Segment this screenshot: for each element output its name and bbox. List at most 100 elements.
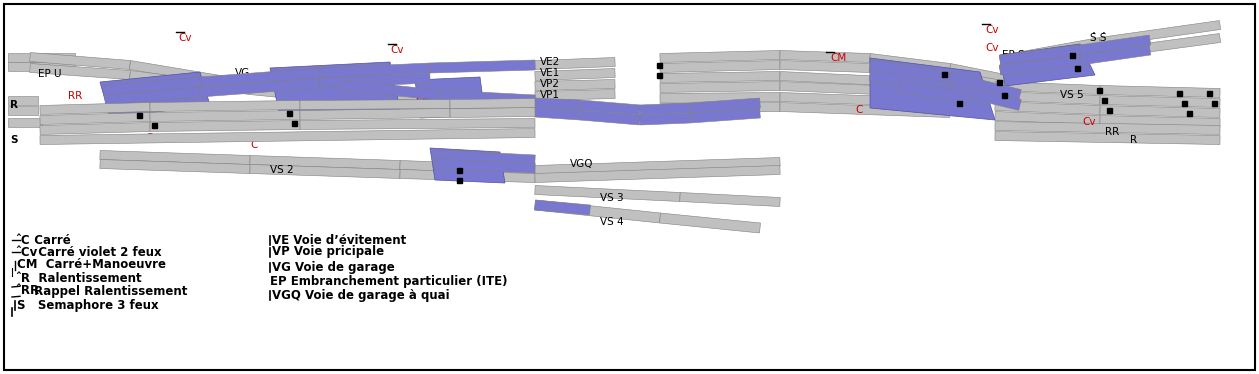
Polygon shape — [40, 129, 535, 144]
Polygon shape — [949, 80, 1021, 98]
Text: ˆRR: ˆRR — [15, 285, 39, 297]
Polygon shape — [150, 120, 300, 132]
Polygon shape — [535, 200, 661, 223]
Polygon shape — [779, 50, 870, 62]
Polygon shape — [431, 148, 505, 183]
Polygon shape — [660, 102, 781, 113]
Polygon shape — [449, 98, 535, 108]
Polygon shape — [680, 193, 781, 206]
Polygon shape — [949, 83, 1021, 110]
Polygon shape — [130, 61, 251, 89]
Text: EP U: EP U — [38, 69, 62, 79]
Polygon shape — [660, 213, 760, 233]
Polygon shape — [995, 101, 1100, 114]
Polygon shape — [660, 61, 781, 73]
Bar — [1108, 107, 1113, 113]
Text: VG Voie de garage: VG Voie de garage — [272, 261, 395, 273]
Polygon shape — [1100, 116, 1220, 128]
Polygon shape — [579, 100, 641, 115]
Text: R: R — [10, 100, 18, 110]
Text: EP S: EP S — [1002, 50, 1025, 60]
Text: EP Embranchement particulier (ITE): EP Embranchement particulier (ITE) — [269, 275, 507, 288]
Polygon shape — [400, 169, 535, 183]
Polygon shape — [300, 99, 449, 110]
Polygon shape — [30, 64, 131, 80]
Polygon shape — [690, 98, 760, 113]
Polygon shape — [200, 68, 320, 87]
Text: Carré violet 2 feux: Carré violet 2 feux — [30, 245, 161, 258]
Polygon shape — [949, 71, 1021, 92]
Polygon shape — [1000, 55, 1080, 75]
Bar — [1212, 101, 1217, 105]
Polygon shape — [779, 82, 951, 98]
Text: Cv: Cv — [985, 25, 998, 35]
Polygon shape — [535, 68, 616, 80]
Bar — [457, 178, 462, 183]
Text: CM: CM — [415, 95, 432, 105]
Text: ˆCv: ˆCv — [15, 245, 38, 258]
Polygon shape — [380, 95, 535, 113]
Bar — [287, 110, 292, 116]
Polygon shape — [40, 113, 150, 125]
Polygon shape — [130, 71, 251, 95]
Polygon shape — [429, 60, 535, 73]
Text: VP Voie pricipale: VP Voie pricipale — [272, 245, 384, 258]
Polygon shape — [40, 123, 150, 135]
Polygon shape — [995, 122, 1220, 135]
Text: Cv: Cv — [985, 43, 998, 53]
Polygon shape — [660, 92, 781, 102]
Text: VS 4: VS 4 — [601, 217, 623, 227]
Polygon shape — [535, 58, 616, 70]
Text: Ralentissement: Ralentissement — [26, 272, 141, 285]
Polygon shape — [579, 110, 641, 125]
Polygon shape — [779, 102, 951, 117]
Bar — [1103, 98, 1108, 102]
Polygon shape — [8, 95, 38, 104]
Polygon shape — [1100, 105, 1220, 117]
Text: VE Voie d’évitement: VE Voie d’évitement — [272, 233, 407, 246]
Polygon shape — [434, 150, 535, 165]
Polygon shape — [104, 87, 200, 105]
Polygon shape — [535, 166, 781, 183]
Polygon shape — [949, 64, 1021, 86]
Bar — [943, 71, 948, 77]
Polygon shape — [535, 157, 781, 175]
Polygon shape — [869, 70, 951, 94]
Polygon shape — [690, 108, 760, 123]
Text: C: C — [251, 140, 257, 150]
Polygon shape — [249, 86, 380, 107]
Text: Carré: Carré — [26, 233, 71, 246]
Text: 2 CV: 2 CV — [439, 157, 465, 167]
Polygon shape — [415, 77, 485, 118]
Text: VE2: VE2 — [540, 57, 560, 67]
Text: VP2: VP2 — [540, 79, 560, 89]
Text: VP1: VP1 — [540, 90, 560, 100]
Polygon shape — [8, 105, 38, 114]
Polygon shape — [269, 62, 400, 118]
Polygon shape — [249, 165, 400, 178]
Bar — [1207, 91, 1212, 95]
Bar — [1002, 92, 1007, 98]
Polygon shape — [1000, 37, 1100, 64]
Polygon shape — [779, 71, 951, 89]
Polygon shape — [535, 98, 580, 110]
Polygon shape — [340, 80, 441, 100]
Text: ˆR: ˆR — [15, 272, 30, 285]
Text: VGQ Voie de garage à quai: VGQ Voie de garage à quai — [272, 288, 449, 301]
Bar — [137, 113, 142, 117]
Polygon shape — [1100, 86, 1220, 98]
Polygon shape — [300, 119, 535, 129]
Polygon shape — [150, 110, 300, 122]
Bar — [1187, 110, 1192, 116]
Polygon shape — [949, 73, 1021, 100]
Polygon shape — [380, 98, 535, 114]
Polygon shape — [870, 53, 951, 73]
Bar — [1177, 91, 1182, 95]
Polygon shape — [1000, 45, 1080, 65]
Text: CM  Carré+Manoeuvre: CM Carré+Manoeuvre — [18, 258, 166, 272]
Text: S   Semaphore 3 feux: S Semaphore 3 feux — [18, 298, 159, 312]
Polygon shape — [1099, 21, 1221, 46]
Polygon shape — [899, 82, 971, 104]
Polygon shape — [104, 77, 200, 95]
Polygon shape — [320, 73, 431, 88]
